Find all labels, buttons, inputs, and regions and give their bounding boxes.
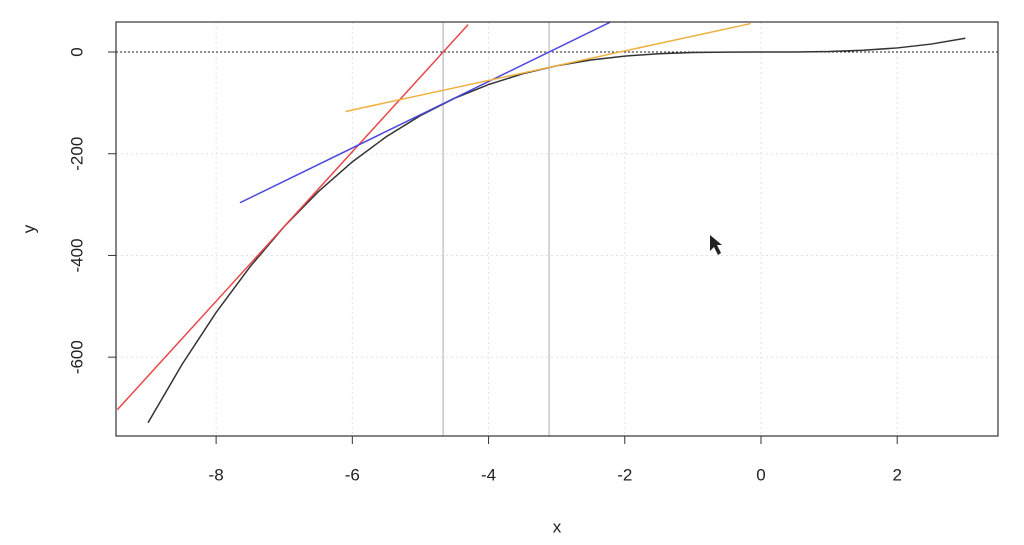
line-series bbox=[116, 24, 469, 411]
x-tick-label: -8 bbox=[209, 465, 224, 484]
plot-frame bbox=[115, 21, 999, 437]
x-axis-label: x bbox=[553, 517, 562, 536]
x-tick-label: 0 bbox=[756, 465, 765, 484]
y-tick-label: -600 bbox=[67, 340, 86, 374]
y-axis-label: y bbox=[19, 224, 38, 233]
line-series bbox=[239, 22, 612, 204]
x-tick-label: -6 bbox=[345, 465, 360, 484]
x-tick-label: -4 bbox=[481, 465, 496, 484]
y-tick-label: 0 bbox=[67, 47, 86, 56]
line-series bbox=[345, 22, 751, 113]
x-tick-label: 2 bbox=[892, 465, 901, 484]
cursor bbox=[710, 235, 722, 255]
y-tick-label: -200 bbox=[67, 137, 86, 171]
x-tick-label: -2 bbox=[617, 465, 632, 484]
y-tick-label: -400 bbox=[67, 238, 86, 272]
